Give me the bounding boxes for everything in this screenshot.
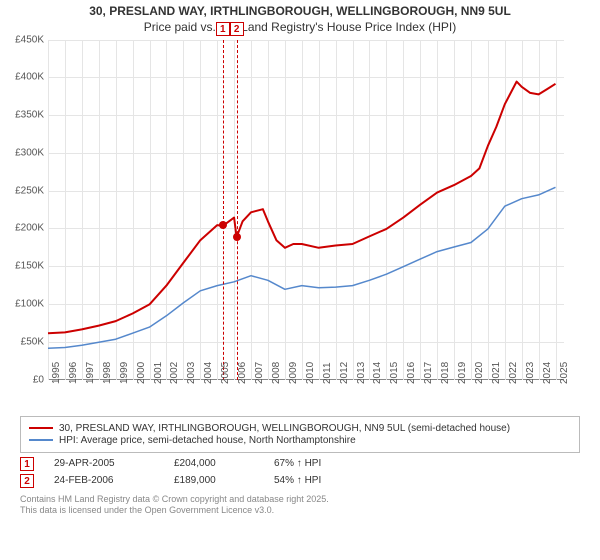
transaction-marker: 2: [20, 474, 34, 488]
y-tick-label: £150K: [15, 261, 44, 272]
series-hpi: [48, 187, 556, 348]
y-tick-label: £400K: [15, 72, 44, 83]
legend-swatch: [29, 439, 53, 441]
x-tick-label: 2013: [356, 361, 367, 383]
x-tick-label: 2010: [305, 361, 316, 383]
marker-label-2: 2: [230, 22, 244, 36]
x-tick-label: 2014: [372, 361, 383, 383]
transaction-date: 24-FEB-2006: [54, 475, 174, 486]
x-tick-label: 2006: [237, 361, 248, 383]
x-tick-label: 2008: [271, 361, 282, 383]
transaction-row: 2 24-FEB-2006£189,00054% ↑ HPI: [20, 474, 580, 488]
series-property: [48, 81, 556, 333]
transactions-table: 1 29-APR-2005£204,00067% ↑ HPI 2 24-FEB-200…: [20, 457, 580, 488]
x-tick-label: 1995: [51, 361, 62, 383]
x-tick-label: 2017: [423, 361, 434, 383]
marker-dot-2: [233, 233, 241, 241]
marker-line-2: [237, 40, 238, 380]
plot-canvas: 12: [48, 40, 564, 380]
marker-line-1: [223, 40, 224, 380]
y-tick-label: £50K: [21, 336, 44, 347]
chart-container: 30, PRESLAND WAY, IRTHLINGBOROUGH, WELLI…: [0, 0, 600, 560]
legend-label: HPI: Average price, semi-detached house,…: [59, 435, 356, 446]
x-tick-label: 2007: [254, 361, 265, 383]
x-tick-label: 2016: [406, 361, 417, 383]
x-tick-label: 2019: [457, 361, 468, 383]
legend-row: HPI: Average price, semi-detached house,…: [29, 435, 571, 446]
transaction-price: £189,000: [174, 475, 274, 486]
x-tick-label: 2022: [508, 361, 519, 383]
plot-area: £0 £50K £100K £150K £200K £250K £300K £350K £400…: [0, 40, 570, 410]
chart-title-line2: Price paid vs. HM Land Registry's House …: [0, 20, 600, 40]
x-tick-label: 2011: [322, 362, 333, 384]
x-tick-label: 2021: [491, 361, 502, 383]
y-tick-label: £100K: [15, 299, 44, 310]
transaction-marker: 1: [20, 457, 34, 471]
transaction-row: 1 29-APR-2005£204,00067% ↑ HPI: [20, 457, 580, 471]
y-tick-label: £300K: [15, 147, 44, 158]
x-tick-label: 2009: [288, 361, 299, 383]
x-tick-label: 2020: [474, 361, 485, 383]
x-axis: 1995199619971998199920002001200220032004…: [48, 380, 564, 410]
transaction-date: 29-APR-2005: [54, 458, 174, 469]
footer-line2: This data is licensed under the Open Gov…: [20, 505, 580, 517]
y-tick-label: £250K: [15, 185, 44, 196]
legend-swatch: [29, 427, 53, 429]
legend-label: 30, PRESLAND WAY, IRTHLINGBOROUGH, WELLI…: [59, 423, 510, 434]
x-tick-label: 2002: [169, 361, 180, 383]
x-tick-label: 1997: [85, 361, 96, 383]
x-tick-label: 1998: [102, 361, 113, 383]
x-tick-label: 1999: [119, 361, 130, 383]
legend-box: 30, PRESLAND WAY, IRTHLINGBOROUGH, WELLI…: [20, 416, 580, 453]
marker-dot-1: [219, 221, 227, 229]
x-tick-label: 2000: [136, 361, 147, 383]
y-tick-label: £200K: [15, 223, 44, 234]
x-tick-label: 2025: [559, 361, 570, 383]
marker-label-1: 1: [216, 22, 230, 36]
y-axis: £0£50K£100K£150K£200K£250K£300K£350K£400…: [0, 40, 48, 380]
y-tick-label: £450K: [15, 34, 44, 45]
x-tick-label: 2004: [203, 361, 214, 383]
legend-row: 30, PRESLAND WAY, IRTHLINGBOROUGH, WELLI…: [29, 423, 571, 434]
x-tick-label: 2024: [542, 361, 553, 383]
footer-attribution: Contains HM Land Registry data © Crown c…: [20, 494, 580, 517]
y-tick-label: £0: [33, 374, 44, 385]
x-tick-label: 2003: [186, 361, 197, 383]
line-svg: [48, 40, 564, 380]
transaction-price: £204,000: [174, 458, 274, 469]
x-tick-label: 1996: [68, 361, 79, 383]
transaction-pct: 54% ↑ HPI: [274, 475, 374, 486]
x-tick-label: 2012: [339, 361, 350, 383]
x-tick-label: 2005: [220, 361, 231, 383]
chart-title-line1: 30, PRESLAND WAY, IRTHLINGBOROUGH, WELLI…: [0, 0, 600, 20]
x-tick-label: 2001: [153, 361, 164, 383]
y-tick-label: £350K: [15, 110, 44, 121]
transaction-pct: 67% ↑ HPI: [274, 458, 374, 469]
x-tick-label: 2023: [525, 361, 536, 383]
x-tick-label: 2015: [389, 361, 400, 383]
x-tick-label: 2018: [440, 361, 451, 383]
footer-line1: Contains HM Land Registry data © Crown c…: [20, 494, 580, 506]
